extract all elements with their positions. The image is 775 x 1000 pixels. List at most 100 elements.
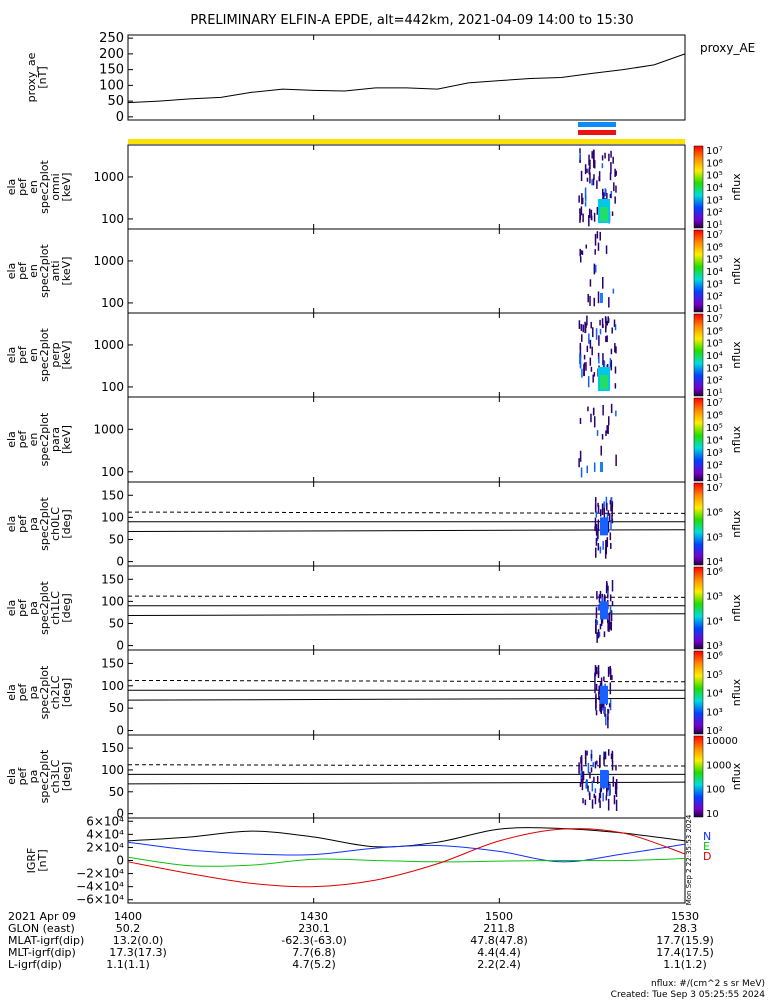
- heatmap-cell: [597, 519, 600, 532]
- heatmap-cell: [596, 231, 599, 239]
- heatmap-cell: [587, 406, 589, 412]
- colorbar-tick-label: 10⁷: [706, 314, 723, 325]
- y-tick-label: 100: [101, 510, 124, 524]
- heatmap-cell: [613, 795, 616, 805]
- heatmap-cell: [584, 201, 587, 207]
- glon-2: 211.8: [483, 922, 515, 935]
- heatmap-cell: [586, 465, 588, 474]
- row-label-glon: GLON (east): [8, 922, 75, 935]
- heatmap-cell: [606, 514, 609, 521]
- ylabel-line: ela: [5, 768, 18, 785]
- heatmap-cell: [605, 713, 607, 726]
- colorbar-tick-label: 10³: [706, 641, 723, 652]
- heatmap-cell: [593, 372, 596, 377]
- heatmap-cell: [610, 348, 613, 355]
- heatmap-cell: [615, 764, 617, 771]
- igrf-series-D: [127, 828, 686, 888]
- heatmap-cell: [611, 211, 614, 216]
- mlat-1: -62.3(-63.0): [281, 934, 347, 947]
- y-tick-label: 150: [101, 656, 124, 670]
- heatmap-cell: [601, 155, 604, 161]
- heatmap-cell: [611, 675, 613, 681]
- heatmap-cell: [615, 799, 618, 811]
- colorbar-tick-label: 10⁴: [706, 689, 723, 700]
- heatmap-cell: [603, 631, 606, 638]
- heatmap-cell: [581, 779, 584, 791]
- heatmap-cell: [606, 193, 608, 199]
- heatmap-core: [600, 293, 603, 303]
- heatmap-cell: [604, 188, 607, 197]
- heatmap-cell: [599, 231, 601, 241]
- colorbar-tick-label: 10⁵: [706, 670, 723, 681]
- heatmap-core: [600, 375, 608, 389]
- heatmap-cell: [581, 197, 584, 205]
- colorbar-label: nflux: [730, 678, 743, 706]
- heatmap-cell: [598, 171, 601, 182]
- colorbar-tick-label: 10⁶: [706, 326, 723, 337]
- panel-spec_perp: elapefenspec2plotperp[keV]10⁷10⁶10⁵10⁴10…: [5, 312, 743, 399]
- y-tick-label: 0: [116, 807, 124, 821]
- heatmap-cell: [593, 263, 596, 275]
- ylabel-line: IGRF: [25, 848, 38, 874]
- heatmap-cell: [604, 706, 606, 717]
- heatmap-cell: [606, 425, 608, 434]
- heatmap-cell: [599, 328, 602, 335]
- heatmap-cell: [584, 187, 587, 199]
- heatmap-cell: [596, 776, 599, 784]
- heatmap-cell: [579, 346, 582, 358]
- heatmap-cell: [615, 787, 618, 797]
- colorbar-tick-label: 10³: [706, 195, 723, 206]
- colorbar-tick-label: 10²: [706, 376, 723, 387]
- heatmap-cell: [614, 383, 617, 389]
- heatmap-cell: [610, 497, 613, 505]
- legend-label: proxy_AE: [700, 41, 755, 55]
- heatmap-cell: [579, 153, 581, 161]
- heatmap-cell: [607, 586, 609, 591]
- colorbar: [693, 145, 704, 229]
- heatmap-cell: [602, 195, 604, 201]
- heatmap-cell: [595, 538, 598, 546]
- heatmap-cell: [609, 500, 612, 505]
- y-tick-label: 50: [109, 616, 124, 630]
- heatmap-cell: [597, 604, 600, 611]
- heatmap-cell: [597, 291, 600, 304]
- ylabel-line: ela: [5, 263, 18, 280]
- heatmap-cell: [609, 666, 612, 675]
- ylabel-line: [nT]: [36, 66, 49, 88]
- heatmap-cell: [591, 346, 593, 356]
- heatmap-cell: [603, 360, 606, 373]
- heatmap-cell: [578, 458, 580, 468]
- heatmap-cell: [594, 517, 597, 528]
- colorbar-tick-label: 10⁷: [706, 230, 723, 241]
- heatmap-cell: [586, 750, 588, 756]
- ylabel-line: spec2plot: [38, 665, 51, 719]
- ylabel-line: pa: [27, 517, 40, 531]
- y-tick-label: 1000: [93, 338, 124, 352]
- panel-spec_anti: elapefenspec2plotanti[keV]10⁷10⁶10⁵10⁴10…: [5, 228, 743, 315]
- heatmap-cell: [611, 505, 613, 517]
- heatmap-cell: [610, 753, 613, 760]
- heatmap-core: [600, 517, 608, 536]
- heatmap-cell: [588, 208, 591, 218]
- colorbar-label: nflux: [730, 510, 743, 538]
- heatmap-cell: [608, 703, 611, 708]
- y-tick-label: 0: [116, 110, 124, 125]
- colorbar: [693, 650, 704, 735]
- heatmap-cell: [579, 214, 581, 223]
- heatmap-cell: [589, 159, 591, 170]
- y-tick-label: 150: [99, 63, 124, 78]
- heatmap-cell: [613, 182, 615, 192]
- heatmap-cell: [594, 234, 597, 246]
- heatmap-cell: [596, 620, 599, 625]
- ylabel-line: spec2plot: [38, 749, 51, 803]
- heatmap-cell: [578, 762, 580, 774]
- heatmap-cell: [579, 450, 582, 462]
- y-tick-label: 100: [101, 465, 124, 479]
- ylabel-line: [keV]: [60, 341, 73, 370]
- heatmap-cell: [609, 594, 612, 602]
- colorbar-tick-label: 10²: [706, 292, 723, 303]
- heatmap-cell: [580, 250, 583, 255]
- ylabel-line: spec2plot: [38, 160, 51, 214]
- ylabel-line: pef: [16, 683, 29, 702]
